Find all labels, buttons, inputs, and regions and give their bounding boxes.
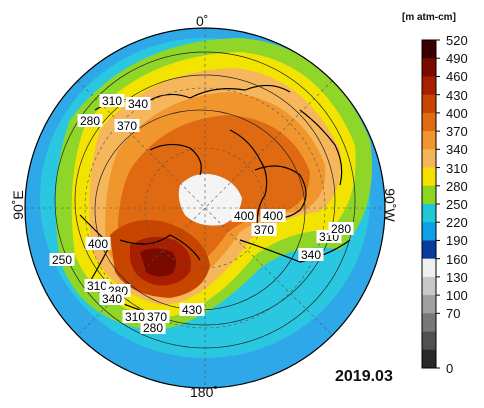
colorbar-tick-label: 280 [446,178,468,194]
colorbar-swatch [422,240,436,260]
colorbar-swatch [422,131,436,150]
colorbar-swatch [422,258,436,278]
colorbar-tick-label: 220 [446,215,468,231]
colorbar-swatch [422,94,436,114]
colorbar-swatch [422,112,436,132]
colorbar-swatch [422,313,436,333]
colorbar-unit: [m atm-cm] [402,12,456,23]
contour-label-bg [328,222,354,235]
contour-label: 340 [128,97,148,111]
contour-label: 310 [102,94,122,108]
contour-label: 370 [254,223,274,237]
contour-label: 280 [80,114,100,128]
contour-label: 400 [88,237,108,251]
globe-outline [24,27,386,389]
colorbar-swatch [422,349,436,369]
colorbar-swatch [422,276,436,296]
contour-label: 310 [87,279,107,293]
graticule [25,28,385,388]
colorbar-swatch [422,58,436,77]
colorbar-swatch [422,331,436,351]
contour-label-bg [144,310,170,323]
colorbar-tick-label: 520 [446,33,468,48]
colorbar-swatch [422,40,436,59]
colorbar-swatch [422,222,436,241]
colorbar-swatch [422,149,436,169]
colorbar-tick-label: 100 [446,288,468,304]
label-top: 0˚ [196,13,209,29]
colorbar-tick-label: 160 [446,251,468,267]
contour-label-bg [179,303,205,316]
contour-label-bg [84,279,110,292]
colorbar-tick-label: 490 [446,51,468,67]
contour-label: 340 [301,248,321,262]
label-right: 90˚W [382,188,398,222]
contour-label-bg [125,97,151,110]
contour-label-bg [122,310,148,323]
colorbar [421,39,440,369]
colorbar-swatch [422,204,436,223]
colorbar-tick-label: 70 [446,306,461,322]
contour-label: 400 [234,209,254,223]
colorbar-tick-label: 460 [446,69,468,85]
contour-label: 370 [117,119,137,133]
label-left: 90˚E [10,190,26,220]
contour-label-bg [99,94,125,107]
contour-label: 400 [263,209,283,223]
contour-label-bg [114,119,140,132]
colorbar-tick-label: 340 [446,142,468,158]
contour-label-bg [251,223,277,236]
contour-label-bg [231,209,257,222]
contour-label-bg [49,253,75,266]
colorbar-tick-label: 0 [446,361,454,376]
contour-label: 430 [182,303,202,317]
colorbar-swatch [422,295,436,314]
contour-label-bg [260,209,286,222]
colorbar-swatch [422,167,436,187]
colorbar-tick-label: 190 [446,233,468,249]
contour-label-bg [85,237,111,250]
contour-label: 370 [147,310,167,324]
colorbar-tick-label: 310 [446,160,468,176]
colorbar-swatch [422,185,436,205]
colorbar-tick-label: 250 [446,197,468,212]
colorbar-tick-label: 130 [446,269,468,285]
label-bottom: 180˚ [190,384,219,400]
colorbar-tick-label: 370 [446,124,468,140]
contour-label-bg [298,248,324,261]
colorbar-tick-label: 430 [446,87,468,103]
ozone-polar-map [25,28,385,388]
colorbar-swatch [422,76,436,96]
contour-label-bg [99,292,125,305]
contour-label: 250 [52,253,72,267]
contour-label: 280 [331,222,351,236]
contour-label: 280 [143,321,163,335]
contour-label: 340 [102,292,122,306]
contour-label: 310 [125,310,145,324]
contour-label-bg [77,114,103,127]
colorbar-tick-label: 400 [446,105,468,121]
contour-label-bg [140,321,166,334]
date-label: 2019.03 [335,368,393,385]
